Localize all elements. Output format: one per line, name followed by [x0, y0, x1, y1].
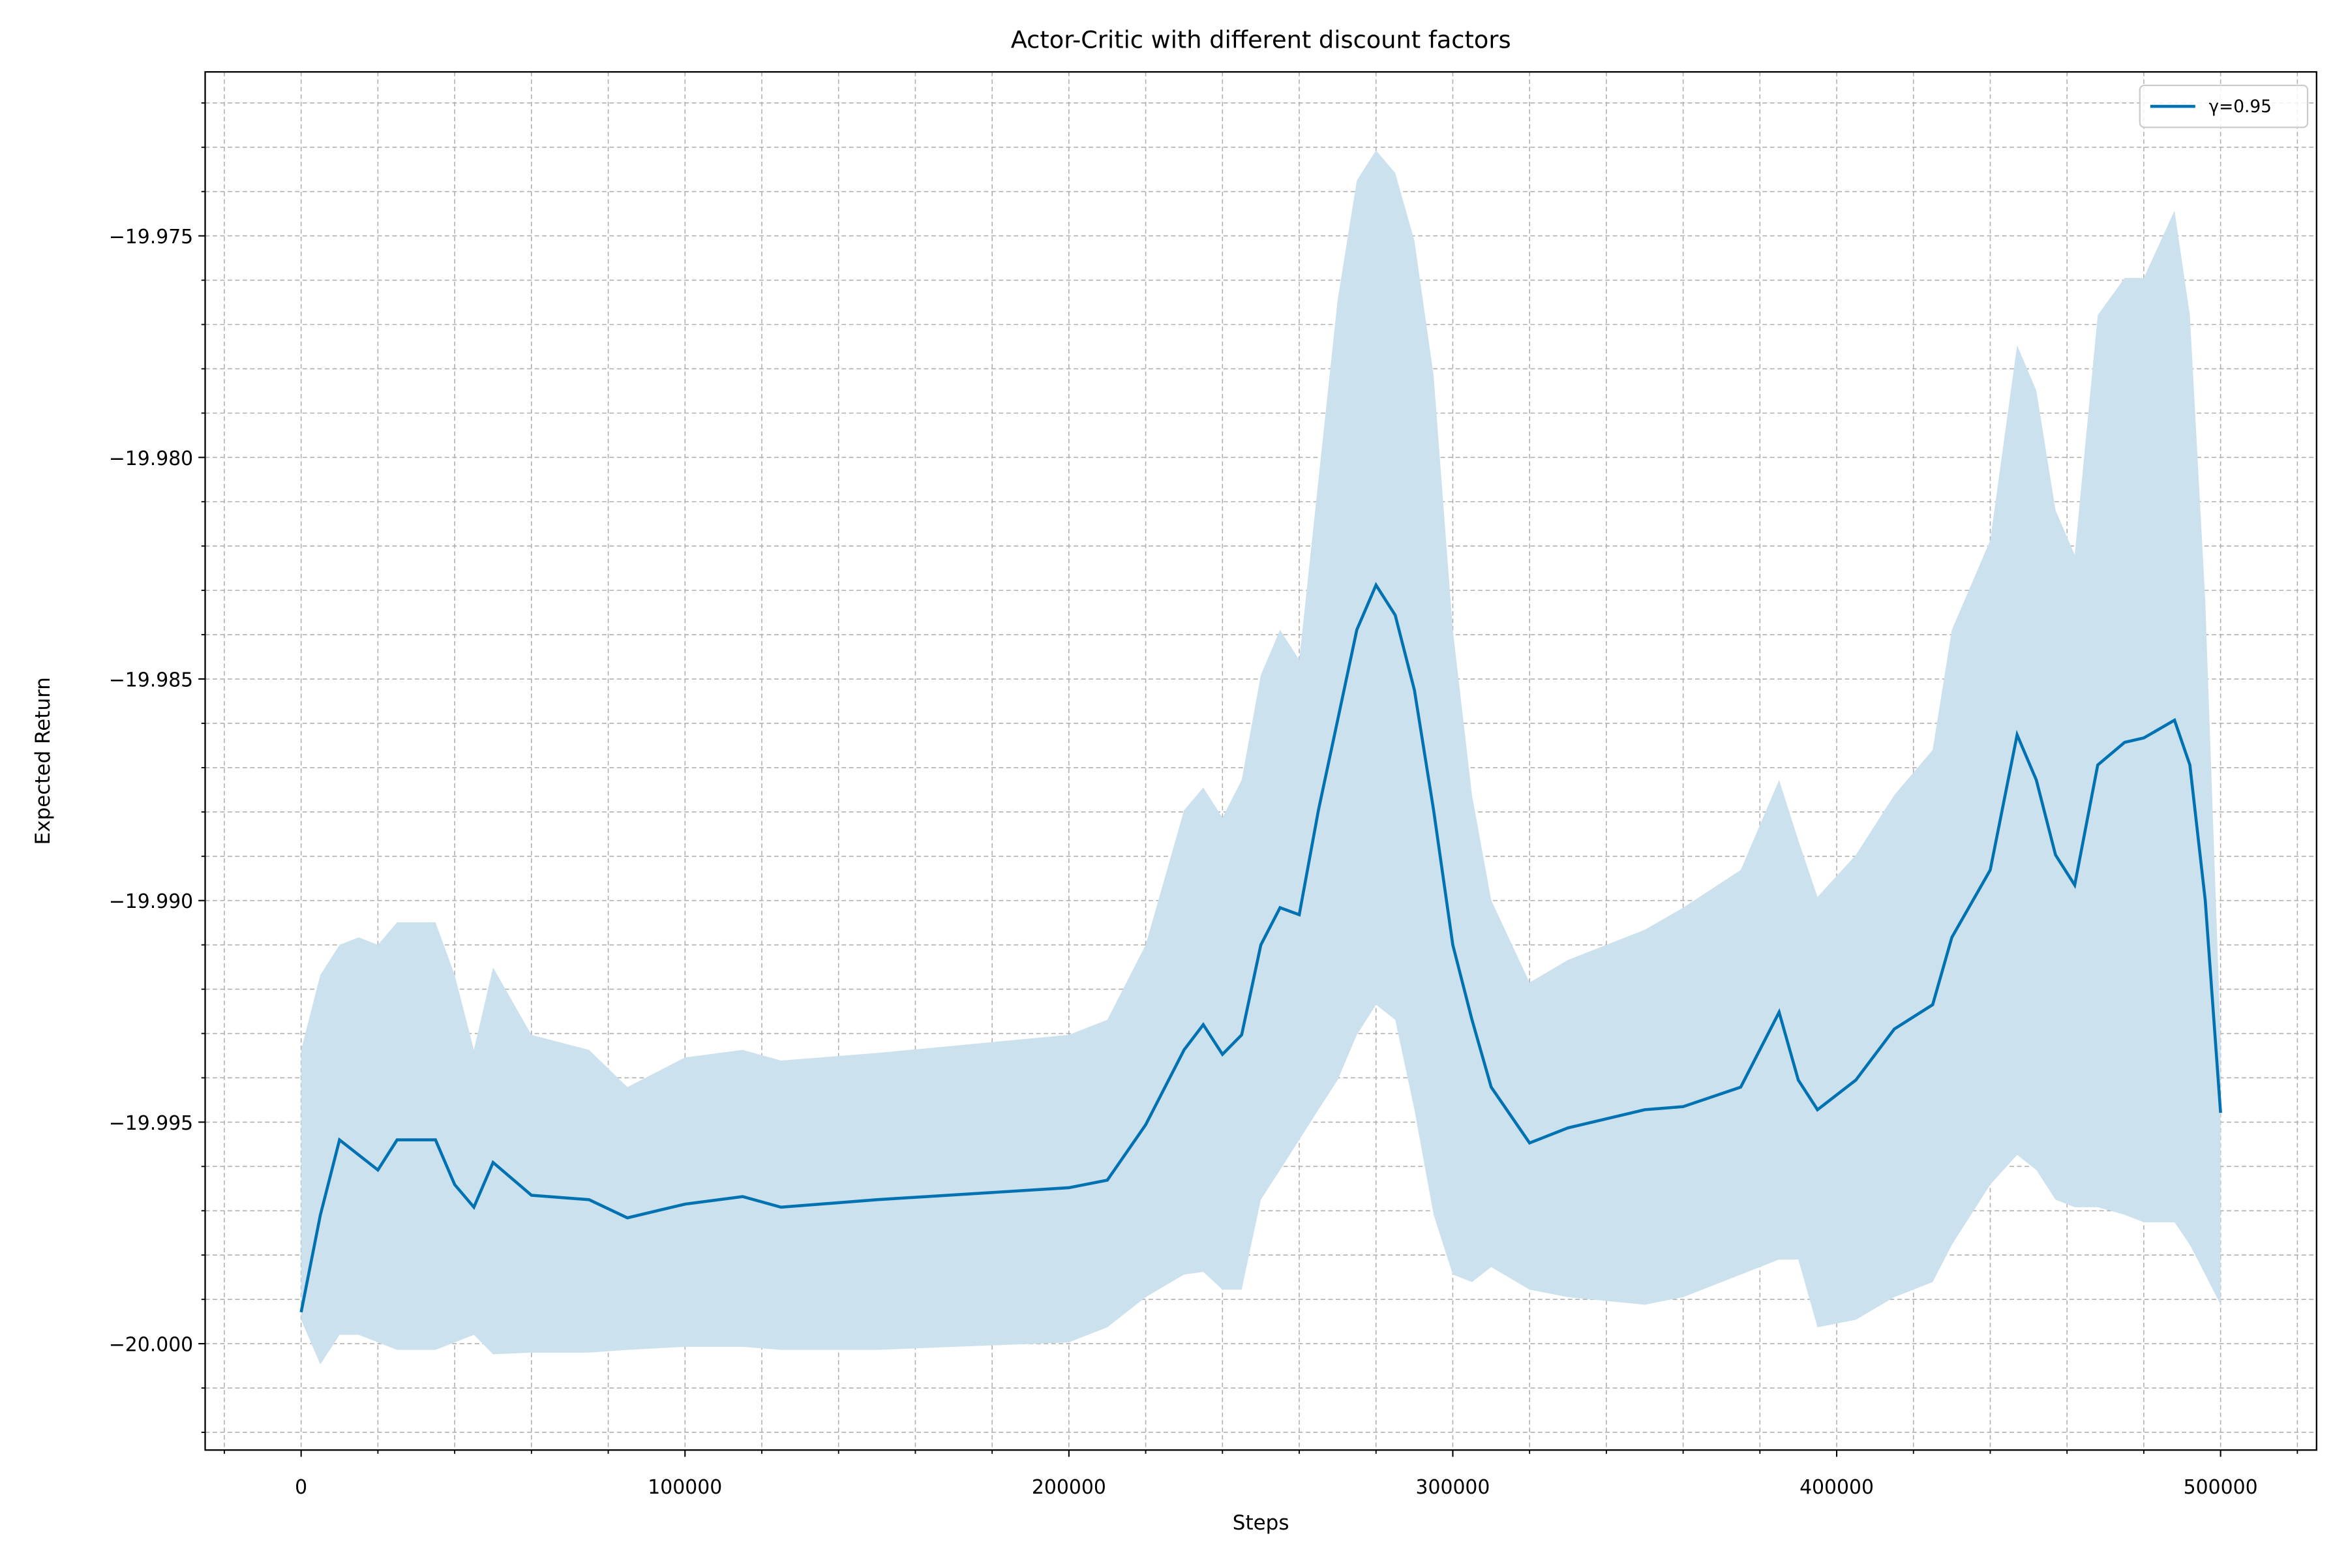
x-tick-label: 0: [295, 1476, 307, 1499]
y-tick-label: −19.975: [109, 226, 193, 249]
chart-title: Actor-Critic with different discount fac…: [1011, 25, 1511, 53]
confidence-band: [301, 150, 2221, 1365]
plot-area: [299, 150, 2222, 1365]
axes: 0 100000 200000 300000 400000 500000 −20.000 −1…: [109, 71, 2317, 1499]
x-tick-label: 400000: [1799, 1476, 1874, 1499]
legend-label: γ=0.95: [2208, 97, 2271, 117]
x-tick-label: 300000: [1415, 1476, 1490, 1499]
x-tick-label: 500000: [2184, 1476, 2258, 1499]
legend-box: [2139, 84, 2309, 128]
x-tick-label: 100000: [648, 1476, 722, 1499]
y-tick-label: −20.000: [109, 1334, 193, 1357]
y-tick-label: −19.985: [109, 669, 193, 691]
x-axis-label: Steps: [1233, 1511, 1289, 1535]
x-tick-label: 200000: [1032, 1476, 1106, 1499]
y-tick-label: −19.980: [109, 447, 193, 470]
y-tick-label: −19.995: [109, 1112, 193, 1135]
y-tick-label: −19.990: [109, 890, 193, 913]
line: [299, 582, 2222, 1313]
legend: γ=0.95: [2139, 84, 2309, 128]
y-axis-label: Expected Return: [31, 677, 55, 845]
plot-frame: [204, 71, 2317, 1451]
